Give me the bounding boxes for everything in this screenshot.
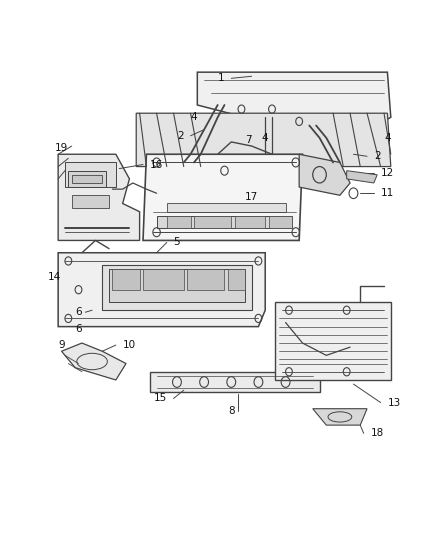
Polygon shape: [313, 409, 367, 425]
Text: 15: 15: [153, 393, 167, 403]
Text: 6: 6: [75, 307, 82, 317]
Polygon shape: [194, 216, 231, 228]
Text: 4: 4: [384, 133, 391, 143]
Text: 12: 12: [381, 168, 394, 177]
Polygon shape: [197, 72, 391, 146]
Text: 2: 2: [177, 131, 184, 141]
Polygon shape: [143, 269, 184, 290]
Polygon shape: [136, 113, 391, 166]
Polygon shape: [109, 269, 245, 302]
Text: 2: 2: [374, 151, 381, 161]
Text: 19: 19: [55, 143, 68, 153]
Text: 6: 6: [75, 324, 82, 334]
Text: 9: 9: [58, 340, 65, 350]
Polygon shape: [268, 216, 293, 228]
Text: 7: 7: [245, 135, 251, 145]
Polygon shape: [58, 154, 140, 240]
Polygon shape: [65, 163, 116, 187]
Polygon shape: [167, 216, 191, 228]
Text: 18: 18: [371, 429, 384, 438]
Polygon shape: [72, 195, 109, 207]
Polygon shape: [187, 269, 224, 290]
Polygon shape: [68, 171, 106, 187]
Polygon shape: [113, 269, 140, 290]
Text: 10: 10: [123, 340, 136, 350]
Polygon shape: [235, 216, 265, 228]
Text: 14: 14: [48, 272, 61, 282]
Text: 8: 8: [228, 406, 235, 416]
Polygon shape: [167, 204, 286, 212]
Polygon shape: [72, 175, 102, 183]
Polygon shape: [58, 253, 265, 327]
Text: 5: 5: [173, 238, 180, 247]
Polygon shape: [228, 269, 245, 290]
Polygon shape: [299, 154, 350, 195]
Text: 17: 17: [245, 192, 258, 203]
Polygon shape: [276, 302, 391, 380]
Text: 4: 4: [191, 112, 197, 122]
Text: 4: 4: [262, 133, 268, 143]
Text: 1: 1: [218, 74, 224, 83]
Polygon shape: [143, 154, 303, 240]
Text: 11: 11: [381, 188, 394, 198]
Polygon shape: [346, 171, 377, 183]
Polygon shape: [102, 265, 251, 310]
Text: 13: 13: [387, 398, 401, 408]
Text: 16: 16: [150, 159, 163, 169]
Polygon shape: [156, 216, 293, 228]
Polygon shape: [61, 343, 126, 380]
Polygon shape: [150, 372, 320, 392]
